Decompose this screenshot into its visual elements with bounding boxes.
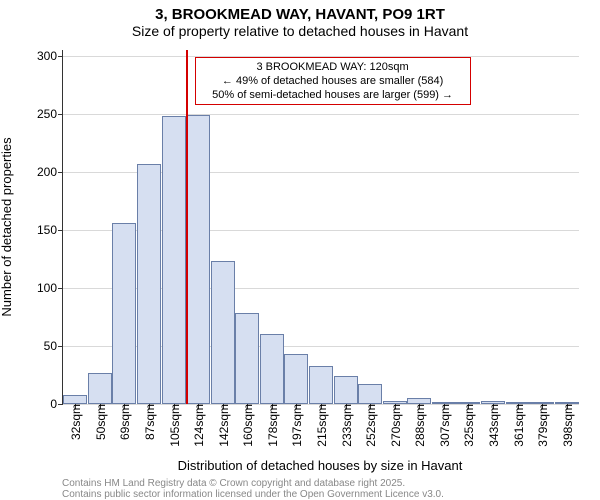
xtick-label: 124sqm: [190, 404, 206, 447]
gridline: [63, 114, 579, 115]
ytick-label: 200: [37, 165, 63, 179]
chart-footer: Contains HM Land Registry data © Crown c…: [62, 478, 444, 500]
annotation-line3: 50% of semi-detached houses are larger (…: [200, 88, 466, 102]
footer-line1: Contains HM Land Registry data © Crown c…: [62, 478, 444, 489]
xtick-label: 252sqm: [362, 404, 378, 447]
bar: [260, 334, 284, 404]
bar: [309, 366, 333, 404]
bar: [186, 115, 210, 404]
xtick-label: 398sqm: [559, 404, 575, 447]
annotation-box: 3 BROOKMEAD WAY: 120sqm← 49% of detached…: [195, 57, 471, 105]
ytick-label: 100: [37, 281, 63, 295]
xtick-label: 325sqm: [460, 404, 476, 447]
bar: [63, 395, 87, 404]
xtick-label: 160sqm: [239, 404, 255, 447]
xtick-label: 379sqm: [534, 404, 550, 447]
footer-line2: Contains public sector information licen…: [62, 489, 444, 500]
annotation-line2: ← 49% of detached houses are smaller (58…: [200, 74, 466, 88]
annotation-line1: 3 BROOKMEAD WAY: 120sqm: [200, 60, 466, 74]
ytick-label: 250: [37, 107, 63, 121]
bar: [162, 116, 186, 404]
xtick-label: 87sqm: [141, 404, 157, 440]
highlight-line: [186, 50, 188, 404]
xtick-label: 69sqm: [116, 404, 132, 440]
xtick-label: 50sqm: [92, 404, 108, 440]
plot-area: 05010015020025030032sqm50sqm69sqm87sqm10…: [62, 50, 579, 405]
xtick-label: 270sqm: [387, 404, 403, 447]
bar: [112, 223, 136, 404]
ytick-label: 150: [37, 223, 63, 237]
xtick-label: 343sqm: [485, 404, 501, 447]
xtick-label: 215sqm: [313, 404, 329, 447]
ytick-label: 50: [44, 339, 63, 353]
xtick-label: 288sqm: [411, 404, 427, 447]
x-axis-label: Distribution of detached houses by size …: [62, 458, 578, 473]
xtick-label: 307sqm: [436, 404, 452, 447]
bar: [211, 261, 235, 404]
bar: [358, 384, 382, 404]
xtick-label: 197sqm: [288, 404, 304, 447]
bar: [235, 313, 259, 404]
xtick-label: 32sqm: [67, 404, 83, 440]
bar: [137, 164, 161, 404]
xtick-label: 142sqm: [215, 404, 231, 447]
bar: [284, 354, 308, 404]
xtick-label: 105sqm: [166, 404, 182, 447]
xtick-label: 178sqm: [264, 404, 280, 447]
bar: [334, 376, 358, 404]
y-axis-label: Number of detached properties: [0, 137, 14, 316]
chart-title-line2: Size of property relative to detached ho…: [0, 23, 600, 43]
bar: [88, 373, 112, 404]
xtick-label: 233sqm: [338, 404, 354, 447]
chart-container: 3, BROOKMEAD WAY, HAVANT, PO9 1RT Size o…: [0, 0, 600, 500]
xtick-label: 361sqm: [510, 404, 526, 447]
ytick-label: 0: [50, 397, 63, 411]
ytick-label: 300: [37, 49, 63, 63]
chart-title-line1: 3, BROOKMEAD WAY, HAVANT, PO9 1RT: [0, 0, 600, 23]
